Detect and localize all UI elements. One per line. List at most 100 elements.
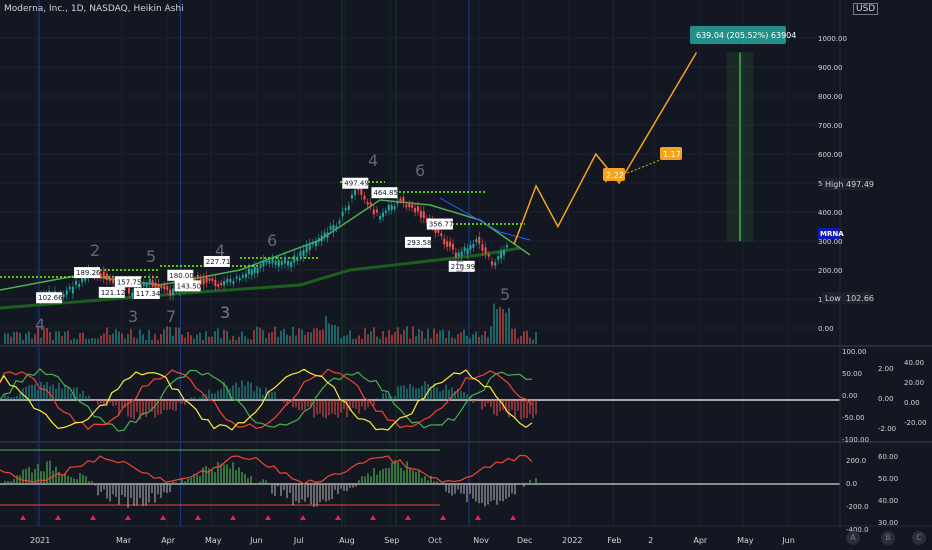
price-annotation: 157.75 xyxy=(114,276,141,288)
candle-body xyxy=(99,273,102,278)
candle-body xyxy=(75,280,78,285)
osc2-histogram-bar xyxy=(145,484,147,506)
price-annotation: 102.66 xyxy=(36,292,63,304)
volume-bar xyxy=(442,329,444,344)
osc2-histogram-bar xyxy=(253,483,255,484)
wave-count-label: 3 xyxy=(220,303,230,322)
osc1-histogram-bar xyxy=(433,383,435,400)
osc1-histogram-bar xyxy=(388,395,390,400)
osc1-histogram-bar xyxy=(535,400,537,415)
volume-bar xyxy=(181,334,183,344)
candle-body xyxy=(112,279,115,284)
osc2-histogram-bar xyxy=(100,484,102,492)
osc2-signal-marker xyxy=(475,515,481,520)
annotation-text: 356.77 xyxy=(429,221,454,229)
time-axis[interactable]: 2021 Mar Apr May Jun Jul Aug Sep Oct Nov Dec 2022 Fe… xyxy=(30,536,795,545)
volume-bar xyxy=(439,330,441,344)
candle-body xyxy=(402,196,405,203)
osc1-histogram-bar xyxy=(526,400,528,418)
osc2-histogram-bar xyxy=(514,484,516,495)
osc2-histogram-bar xyxy=(481,484,483,503)
osc1-line xyxy=(0,368,533,431)
candle-body xyxy=(475,239,478,242)
candle-body xyxy=(253,266,256,274)
volume-bar xyxy=(106,327,108,344)
osc1-histogram-bar xyxy=(181,400,183,404)
candle-body xyxy=(268,260,271,264)
volume-bar xyxy=(385,337,387,344)
osc1-histogram-bar xyxy=(292,400,294,408)
osc2-histogram-bar xyxy=(157,484,159,495)
volume-bar xyxy=(376,336,378,344)
osc1-histogram-bar xyxy=(343,400,345,410)
osc2-histogram-bar xyxy=(169,484,171,493)
volume-bar xyxy=(253,330,255,344)
osc1-histogram-bar xyxy=(328,400,330,416)
currency-selector[interactable]: USD xyxy=(851,3,879,15)
volume-bar xyxy=(520,336,522,344)
volume-bar xyxy=(202,339,204,344)
candle-body xyxy=(440,233,443,236)
volume-bar xyxy=(232,335,234,344)
osc1-histogram-bar xyxy=(466,394,468,400)
osc2-signal-marker xyxy=(125,515,131,520)
volume-bar xyxy=(31,338,33,344)
osc1-histogram-bar xyxy=(88,395,90,400)
candle-body xyxy=(369,202,372,207)
osc2-histogram-bar xyxy=(511,484,513,494)
annotation-box xyxy=(404,236,431,248)
osc2-histogram-bar xyxy=(487,484,489,505)
volume-bar xyxy=(364,328,366,344)
osc2-histogram-bar xyxy=(463,484,465,494)
osc2-histogram-bar xyxy=(265,480,267,484)
settings-button[interactable]: C xyxy=(912,531,926,545)
price-annotation: 497.49 xyxy=(342,177,369,189)
log-scale-button[interactable]: B xyxy=(881,531,895,545)
candle-body xyxy=(363,195,366,200)
candle-body xyxy=(259,264,262,269)
volume-bar xyxy=(331,324,333,344)
osc1-histogram-bar xyxy=(463,392,465,400)
candle-body xyxy=(217,284,220,287)
osc2-signal-marker xyxy=(195,515,201,520)
candle-body xyxy=(256,267,259,274)
price-annotation: 464.85 xyxy=(371,187,398,199)
osc1-histogram-bar xyxy=(280,398,282,400)
volume-bar xyxy=(316,328,318,344)
osc1-histogram-bar xyxy=(307,400,309,407)
osc2-histogram-bar xyxy=(436,481,438,484)
osc1-outer-tick: 0.00 xyxy=(904,399,920,407)
volume-bar xyxy=(526,330,528,344)
volume-bar xyxy=(295,335,297,344)
osc2-histogram-bar xyxy=(451,484,453,496)
volume-bar xyxy=(313,328,315,344)
auto-scale-button[interactable]: A xyxy=(846,531,860,545)
annotation-box xyxy=(167,269,194,281)
osc2-histogram-bar xyxy=(298,484,300,504)
price-annotation: 143.50 xyxy=(174,280,201,292)
osc1-histogram-bar xyxy=(529,400,531,414)
osc1-histogram-bar xyxy=(262,394,264,400)
volume-bar xyxy=(148,329,150,344)
osc2-histogram-bar xyxy=(235,470,237,484)
osc2-histogram-bar xyxy=(289,484,291,493)
annotation-box xyxy=(36,292,63,304)
candle-body xyxy=(425,218,428,223)
volume-bar xyxy=(319,330,321,344)
volume-bar xyxy=(514,328,516,344)
volume-bar xyxy=(10,336,12,344)
volume-bar xyxy=(271,331,273,344)
candle-body xyxy=(491,261,494,265)
osc1-histogram-bar xyxy=(316,400,318,415)
annotation-box xyxy=(133,287,160,299)
volume-bar xyxy=(100,335,102,344)
volume-bar xyxy=(199,332,201,344)
osc1-histogram-bar xyxy=(13,397,15,400)
osc2-histogram-bar xyxy=(184,481,186,484)
candle-body xyxy=(311,242,314,245)
candle-body xyxy=(414,207,417,213)
candle-body xyxy=(354,189,357,195)
osc1-histogram-bar xyxy=(268,391,270,400)
volume-bar xyxy=(82,332,84,344)
